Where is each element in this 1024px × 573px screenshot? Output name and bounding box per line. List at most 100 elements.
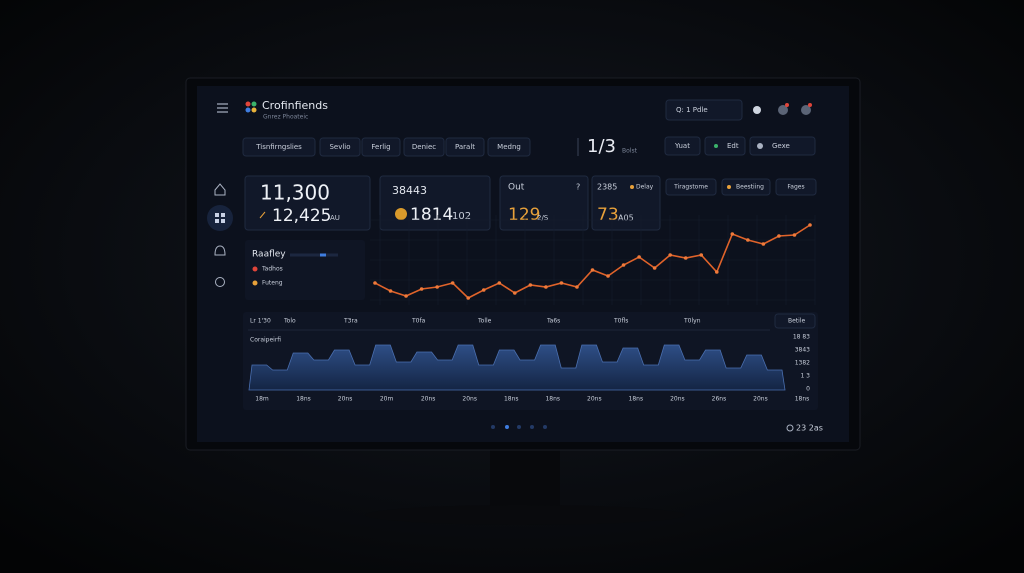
tab[interactable] bbox=[242, 137, 316, 157]
trend-point bbox=[388, 289, 393, 293]
panel-button[interactable] bbox=[774, 313, 816, 329]
card-sub: 12,425 bbox=[272, 206, 331, 226]
notification-icon[interactable] bbox=[778, 105, 788, 115]
panel-button-label: Betile bbox=[788, 318, 805, 325]
card-sub: A05 bbox=[618, 214, 634, 223]
bell-icon[interactable] bbox=[214, 245, 226, 256]
filter-label: Fages bbox=[787, 184, 804, 191]
time-label: 18ns bbox=[629, 396, 644, 403]
legend-item: Tadhos bbox=[261, 266, 283, 273]
status-dot bbox=[714, 144, 718, 148]
trend-point bbox=[777, 234, 781, 238]
gear-icon[interactable] bbox=[215, 277, 225, 287]
search-text: Q: 1 Pdle bbox=[676, 106, 708, 114]
tab[interactable] bbox=[445, 137, 485, 157]
card-main: 11,300 bbox=[260, 181, 330, 205]
monitor-base bbox=[365, 505, 685, 525]
help-icon[interactable]: ? bbox=[576, 183, 580, 192]
legend-item: Futeng bbox=[262, 280, 283, 287]
time-label: 20ns bbox=[587, 396, 602, 403]
card bbox=[379, 175, 491, 231]
legend-dot bbox=[252, 266, 258, 272]
trend-point bbox=[419, 287, 424, 291]
tab-label: Sevlio bbox=[329, 143, 350, 151]
filter-label: Tiragstome bbox=[673, 184, 708, 191]
menu-icon[interactable] bbox=[217, 103, 228, 113]
time-label: T0fa bbox=[411, 318, 426, 325]
card bbox=[244, 175, 371, 231]
page-dot[interactable] bbox=[543, 425, 547, 429]
clock-icon bbox=[786, 424, 794, 432]
control[interactable] bbox=[704, 136, 746, 156]
time-label: Tolle bbox=[477, 318, 492, 325]
trend-point bbox=[699, 253, 704, 257]
tab[interactable] bbox=[319, 137, 361, 157]
trend-point bbox=[746, 238, 750, 242]
trend-point bbox=[683, 256, 688, 260]
trend-point bbox=[450, 281, 455, 285]
trend-point bbox=[792, 233, 797, 237]
page-dot[interactable] bbox=[491, 425, 495, 429]
tab-label: Tisnfirngslies bbox=[255, 143, 302, 151]
trend-point bbox=[606, 274, 610, 278]
time-label: 20ns bbox=[462, 396, 477, 403]
control-label: Yuat bbox=[674, 142, 690, 150]
trend-point bbox=[373, 281, 377, 285]
profile-icon[interactable] bbox=[801, 105, 811, 115]
tab[interactable] bbox=[487, 137, 531, 157]
area-title: Coraipeirfi bbox=[250, 337, 281, 344]
tab[interactable] bbox=[361, 137, 401, 157]
trend-point bbox=[730, 232, 735, 236]
page-note: Bolst bbox=[622, 148, 638, 155]
control[interactable] bbox=[749, 136, 816, 156]
trend-point bbox=[528, 283, 533, 287]
active-nav[interactable] bbox=[207, 205, 233, 231]
trend-point bbox=[621, 263, 626, 267]
grid-icon bbox=[215, 213, 225, 223]
home-icon[interactable] bbox=[214, 183, 226, 196]
card-sub: 102 bbox=[452, 211, 471, 222]
tab-label: Paralt bbox=[455, 143, 475, 151]
card-label: 2385 bbox=[597, 183, 617, 192]
trend-point bbox=[435, 285, 439, 289]
page-dot[interactable] bbox=[505, 425, 509, 429]
time-label: T0lyn bbox=[683, 318, 701, 325]
time-label: T0fls bbox=[613, 318, 628, 325]
time-label: 18ns bbox=[504, 396, 519, 403]
filter[interactable] bbox=[721, 178, 771, 196]
card-main: 129 bbox=[508, 205, 540, 225]
filter[interactable] bbox=[775, 178, 817, 196]
search-box[interactable] bbox=[665, 99, 743, 121]
tab-label: Medng bbox=[497, 143, 521, 151]
trend-point bbox=[544, 285, 548, 289]
time-label: 20ns bbox=[338, 396, 353, 403]
card-label: 38443 bbox=[392, 184, 427, 197]
notification-badge bbox=[785, 103, 789, 107]
time-label: 18ns bbox=[296, 396, 311, 403]
logo bbox=[245, 101, 257, 113]
legend-dot bbox=[252, 280, 258, 286]
filter-label: Beestiing bbox=[736, 184, 764, 191]
card-unit: AU bbox=[330, 214, 340, 222]
time-label: Ta6s bbox=[546, 318, 560, 325]
filter[interactable] bbox=[665, 178, 717, 196]
time-label: 20ns bbox=[421, 396, 436, 403]
settings-icon[interactable] bbox=[753, 106, 761, 114]
brand: Crofinfiends bbox=[262, 99, 328, 112]
control[interactable] bbox=[664, 136, 701, 156]
trend-point bbox=[714, 270, 719, 274]
side-label: 3843 bbox=[795, 347, 810, 354]
brand-subtitle: Gnrez Phoateic bbox=[263, 114, 308, 121]
time-label: 18ns bbox=[545, 396, 560, 403]
trend-point bbox=[575, 285, 579, 289]
tag-dot bbox=[630, 185, 634, 189]
page-dot[interactable] bbox=[530, 425, 534, 429]
time-label: 18ns bbox=[795, 396, 810, 403]
page-dot[interactable] bbox=[517, 425, 521, 429]
filter-dot bbox=[727, 185, 731, 189]
tab[interactable] bbox=[403, 137, 445, 157]
card-tag: Delay bbox=[636, 184, 654, 191]
card-main: 1814 bbox=[410, 205, 453, 225]
